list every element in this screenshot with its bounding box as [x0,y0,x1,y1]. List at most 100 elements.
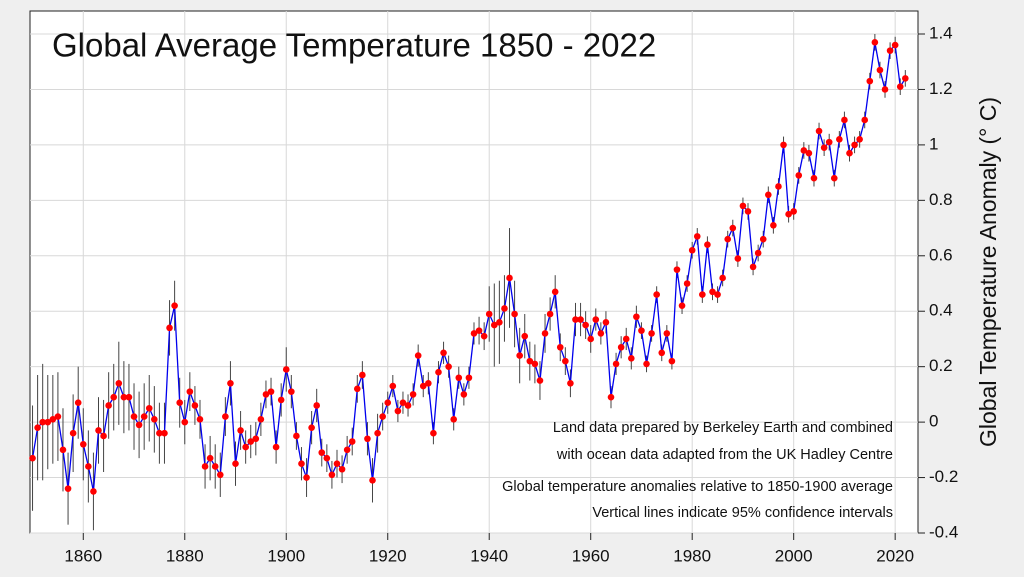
data-point [64,485,72,492]
data-point [414,352,422,359]
y-tick-label: 1 [929,134,938,153]
data-point [69,429,77,437]
data-point [470,330,478,337]
data-point [313,402,320,409]
data-point [780,141,787,149]
data-point [805,149,813,157]
data-point [353,385,361,393]
data-point [617,343,625,351]
data-point [587,335,595,343]
data-point [166,324,173,332]
data-point [759,235,767,243]
data-point [359,371,366,379]
data-point [374,429,381,437]
data-point [744,208,752,215]
data-point [663,330,671,337]
data-point [734,255,742,262]
data-point [227,380,234,387]
data-point [120,393,128,401]
data-point [90,488,97,495]
data-point [653,291,660,298]
data-point [485,310,493,318]
data-point [810,174,818,182]
data-point [699,291,706,298]
data-point [876,66,884,74]
data-point [815,127,823,135]
data-point [714,291,721,298]
x-tick-label: 1940 [470,546,508,565]
data-point [531,360,539,368]
data-point [156,429,163,437]
data-point [399,399,407,407]
data-point [206,454,214,462]
data-point [262,391,270,398]
data-point [277,396,285,404]
data-point [242,443,249,451]
y-tick-label: 1.4 [929,23,953,42]
data-point [612,360,620,368]
data-point [516,352,523,359]
y-tick-label: 0.4 [929,301,953,320]
data-point [74,399,82,407]
data-point [384,399,392,407]
plot-area [29,10,919,534]
data-point [34,424,41,431]
data-point [790,208,797,215]
data-point [511,310,518,318]
data-point [303,474,310,481]
data-point [562,357,569,365]
data-point [191,402,199,409]
data-point [678,302,686,309]
chart-title: Global Average Temperature 1850 - 2022 [52,27,656,64]
data-point [440,349,447,357]
data-point [237,427,244,434]
data-point [836,136,843,143]
data-point [541,330,549,337]
data-point [704,241,711,248]
annotation: Global temperature anomalies relative to… [502,479,893,495]
data-point [556,343,564,351]
data-point [59,446,67,454]
data-point [765,191,772,199]
data-point [480,332,488,340]
data-point [49,416,57,423]
data-point [825,138,833,146]
data-point [648,330,655,337]
data-point [176,399,183,407]
data-point [181,418,189,426]
y-tick-label: 0 [929,412,938,431]
data-point [830,174,838,182]
data-point [526,357,534,365]
data-point [602,319,610,326]
data-point [364,435,371,443]
x-tick-label: 1980 [673,546,711,565]
data-point [754,249,762,257]
data-point [693,233,701,240]
data-point [288,388,295,395]
data-point [369,477,376,484]
data-point [501,305,508,312]
data-point [232,460,239,467]
data-point [252,435,260,443]
data-point [577,316,584,323]
data-point [379,413,386,420]
data-point [896,83,904,90]
data-point [567,380,574,387]
data-point [724,235,732,243]
data-point [551,288,559,296]
x-tick-label: 1900 [267,546,305,565]
data-point [841,116,848,124]
data-point [161,429,168,437]
data-point [435,368,442,376]
data-point [846,149,853,157]
data-point [419,382,427,390]
data-point [729,224,737,232]
data-point [465,374,473,382]
data-point [891,41,899,49]
data-point [638,327,645,334]
data-point [861,116,869,124]
data-point [201,463,209,470]
y-tick-label: -0.4 [929,522,958,541]
data-point [298,460,305,467]
data-point [475,327,483,334]
